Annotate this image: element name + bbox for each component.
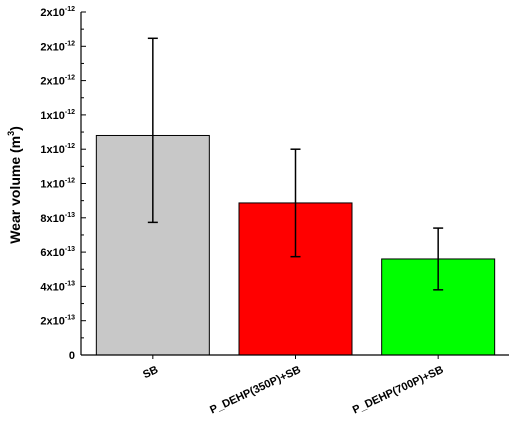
y-tick-label: 2x10-13 bbox=[40, 315, 75, 328]
y-tick-label: 6x10-13 bbox=[40, 246, 75, 259]
y-tick-label: 1x10-12 bbox=[40, 143, 75, 156]
y-tick-label: 1x10-12 bbox=[40, 109, 75, 122]
y-tick-label: 0 bbox=[69, 350, 75, 362]
y-tick-label: 2x10-12 bbox=[40, 75, 75, 88]
y-tick-label: 8x10-13 bbox=[40, 212, 75, 225]
y-tick-label: 2x10-12 bbox=[40, 6, 75, 19]
y-tick-label: 2x10-12 bbox=[40, 40, 75, 53]
x-tick-label: P_DEHP(350P)+SB bbox=[208, 364, 303, 417]
x-tick-label: P_DEHP(700P)+SB bbox=[351, 364, 446, 417]
plot-area: SB P_DEHP(350P)+SB P_DEHP(700P)+SB 0 2x10-13… bbox=[40, 6, 509, 416]
y-tick-label: 4x10-13 bbox=[40, 280, 75, 293]
y-axis-title: Wear volume (m3) bbox=[6, 126, 23, 244]
x-tick-label: SB bbox=[141, 364, 160, 381]
y-tick-label: 1x10-12 bbox=[40, 178, 75, 191]
